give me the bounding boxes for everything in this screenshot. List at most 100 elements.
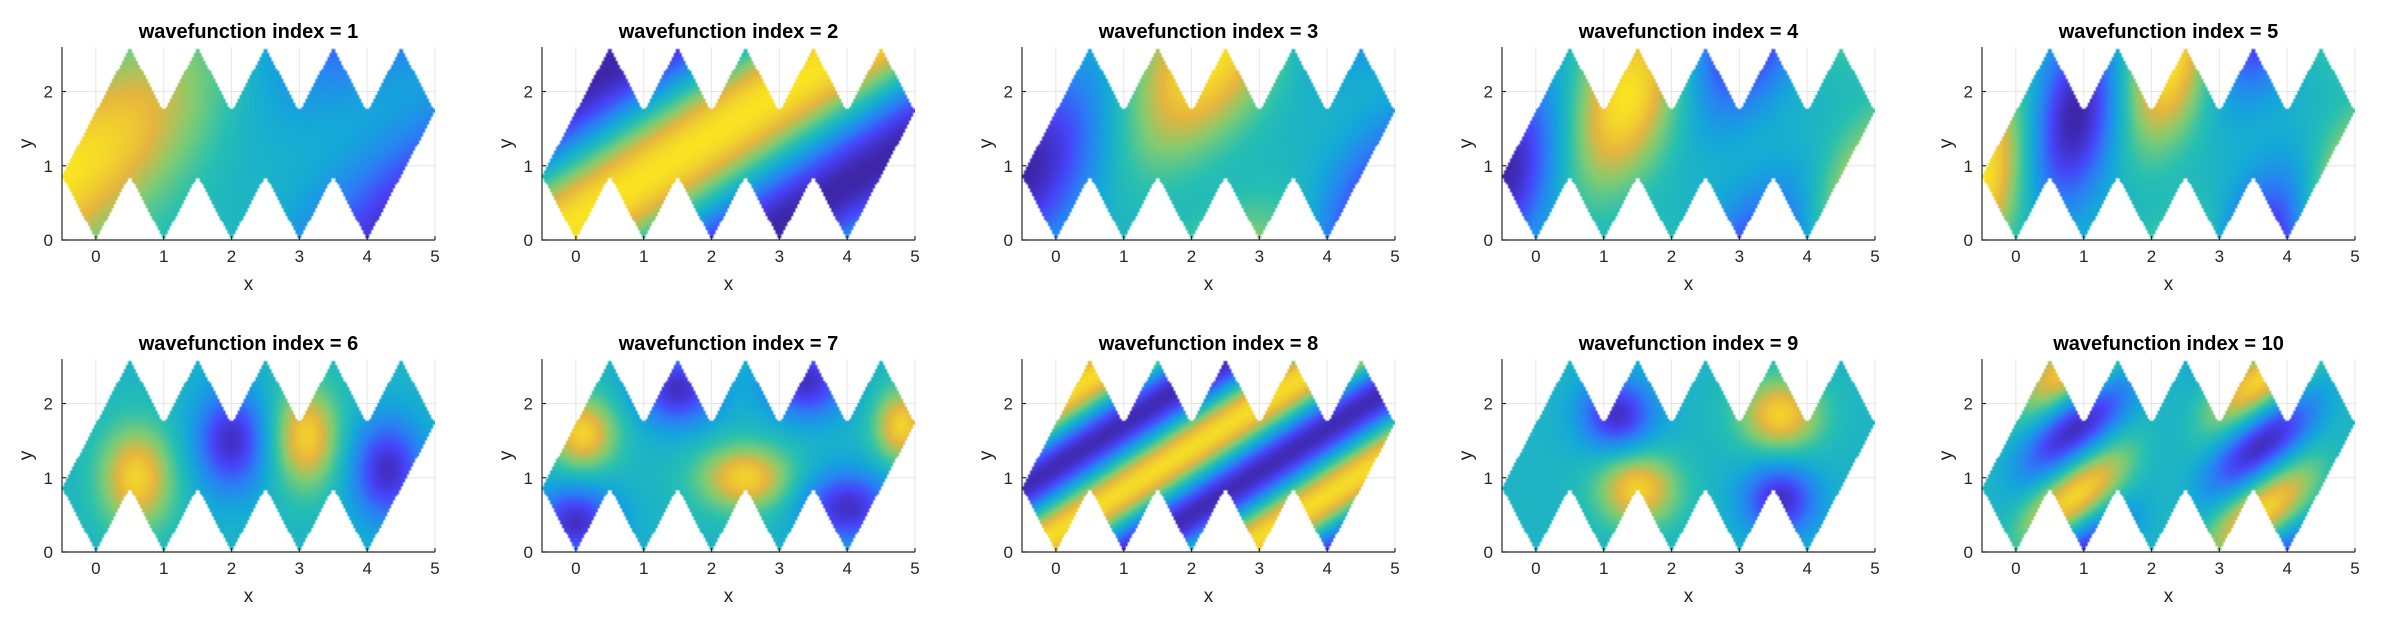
x-tick-label: 1 [2079, 247, 2088, 266]
wavefunction-heatmap [1502, 47, 1875, 240]
x-tick-label: 4 [362, 559, 371, 578]
subplot-10: 0 1 2 3 4 5 0 1 2 wavefunction index = 10 x y [1936, 333, 2360, 607]
x-tick-label: 1 [159, 247, 168, 266]
subplot-title: wavefunction index = 7 [618, 333, 839, 355]
y-tick-label: 1 [1004, 157, 1013, 176]
x-tick-label: 1 [2079, 559, 2088, 578]
subplot-6: 0 1 2 3 4 5 0 1 2 wavefunction index = 6 x y [16, 333, 440, 607]
y-tick-label: 2 [1004, 83, 1013, 102]
x-tick-label: 3 [1735, 247, 1744, 266]
y-tick-label: 0 [1484, 231, 1493, 250]
subplot-5: 0 1 2 3 4 5 0 1 2 wavefunction index = 5 x y [1936, 21, 2360, 295]
x-tick-label: 5 [910, 559, 919, 578]
wavefunction-heatmap [1022, 47, 1395, 240]
y-tick-label: 2 [44, 395, 53, 414]
wavefunction-heatmap [62, 47, 435, 240]
x-axis-label: x [2164, 586, 2174, 607]
x-tick-label: 2 [707, 247, 716, 266]
subplot-title: wavefunction index = 1 [138, 21, 359, 43]
wavefunction-heatmap [1502, 359, 1875, 552]
x-axis-label: x [244, 274, 254, 295]
y-tick-label: 1 [1484, 469, 1493, 488]
x-tick-label: 2 [1187, 247, 1196, 266]
subplot-title: wavefunction index = 5 [2058, 21, 2279, 43]
x-tick-label: 5 [2350, 559, 2359, 578]
x-tick-label: 0 [571, 247, 580, 266]
x-tick-label: 5 [1390, 559, 1399, 578]
x-tick-label: 1 [1599, 559, 1608, 578]
x-tick-label: 3 [775, 559, 784, 578]
x-tick-label: 0 [2011, 559, 2020, 578]
y-axis-label: y [1936, 450, 1957, 460]
x-tick-label: 3 [1255, 559, 1264, 578]
x-tick-label: 3 [1255, 247, 1264, 266]
y-tick-label: 0 [1004, 543, 1013, 562]
subplot-title: wavefunction index = 9 [1578, 333, 1799, 355]
x-tick-label: 1 [1599, 247, 1608, 266]
y-axis-label: y [16, 138, 37, 148]
wavefunction-heatmap [542, 47, 915, 240]
x-axis-label: x [2164, 274, 2174, 295]
x-tick-label: 3 [1735, 559, 1744, 578]
x-tick-label: 0 [571, 559, 580, 578]
y-tick-label: 2 [1004, 395, 1013, 414]
y-tick-label: 2 [1964, 395, 1973, 414]
x-tick-label: 3 [775, 247, 784, 266]
x-tick-label: 2 [1187, 559, 1196, 578]
x-axis-label: x [724, 274, 734, 295]
y-tick-label: 0 [44, 231, 53, 250]
y-tick-label: 1 [44, 157, 53, 176]
y-tick-label: 0 [1964, 543, 1973, 562]
wavefunction-heatmap [542, 359, 915, 552]
y-axis-label: y [496, 138, 517, 148]
x-tick-label: 3 [295, 559, 304, 578]
y-tick-label: 1 [1964, 157, 1973, 176]
subplot-title: wavefunction index = 6 [138, 333, 359, 355]
x-axis-label: x [1684, 274, 1694, 295]
x-tick-label: 2 [707, 559, 716, 578]
y-tick-label: 1 [44, 469, 53, 488]
y-tick-label: 2 [524, 395, 533, 414]
x-tick-label: 2 [1667, 559, 1676, 578]
x-tick-label: 4 [842, 559, 851, 578]
x-tick-label: 5 [910, 247, 919, 266]
x-tick-label: 2 [1667, 247, 1676, 266]
subplot-title: wavefunction index = 8 [1098, 333, 1319, 355]
x-tick-label: 2 [227, 247, 236, 266]
subplot-title: wavefunction index = 4 [1578, 21, 1799, 43]
x-tick-label: 1 [639, 559, 648, 578]
x-tick-label: 4 [1322, 247, 1331, 266]
x-tick-label: 0 [1531, 559, 1540, 578]
x-axis-label: x [1684, 586, 1694, 607]
x-tick-label: 5 [1870, 247, 1879, 266]
y-tick-label: 2 [1964, 83, 1973, 102]
x-tick-label: 4 [2282, 247, 2291, 266]
x-tick-label: 5 [430, 247, 439, 266]
wavefunction-heatmap [1982, 47, 2355, 240]
x-tick-label: 0 [2011, 247, 2020, 266]
x-tick-label: 2 [2147, 247, 2156, 266]
x-axis-label: x [1204, 586, 1214, 607]
y-axis-label: y [1456, 450, 1477, 460]
x-tick-label: 0 [91, 559, 100, 578]
y-tick-label: 1 [524, 157, 533, 176]
x-tick-label: 2 [227, 559, 236, 578]
x-tick-label: 1 [159, 559, 168, 578]
subplot-8: 0 1 2 3 4 5 0 1 2 wavefunction index = 8 x y [976, 333, 1400, 607]
x-tick-label: 4 [2282, 559, 2291, 578]
x-tick-label: 2 [2147, 559, 2156, 578]
y-tick-label: 0 [44, 543, 53, 562]
y-axis-label: y [16, 450, 37, 460]
x-tick-label: 3 [2215, 559, 2224, 578]
y-tick-label: 0 [1484, 543, 1493, 562]
x-axis-label: x [244, 586, 254, 607]
y-tick-label: 0 [1964, 231, 1973, 250]
y-tick-label: 2 [1484, 83, 1493, 102]
x-tick-label: 1 [639, 247, 648, 266]
x-tick-label: 4 [1802, 559, 1811, 578]
subplot-4: 0 1 2 3 4 5 0 1 2 wavefunction index = 4 x y [1456, 21, 1880, 295]
x-tick-label: 5 [1390, 247, 1399, 266]
subplot-3: 0 1 2 3 4 5 0 1 2 wavefunction index = 3 x y [976, 21, 1400, 295]
subplot-title: wavefunction index = 2 [618, 21, 839, 43]
y-tick-label: 0 [524, 231, 533, 250]
